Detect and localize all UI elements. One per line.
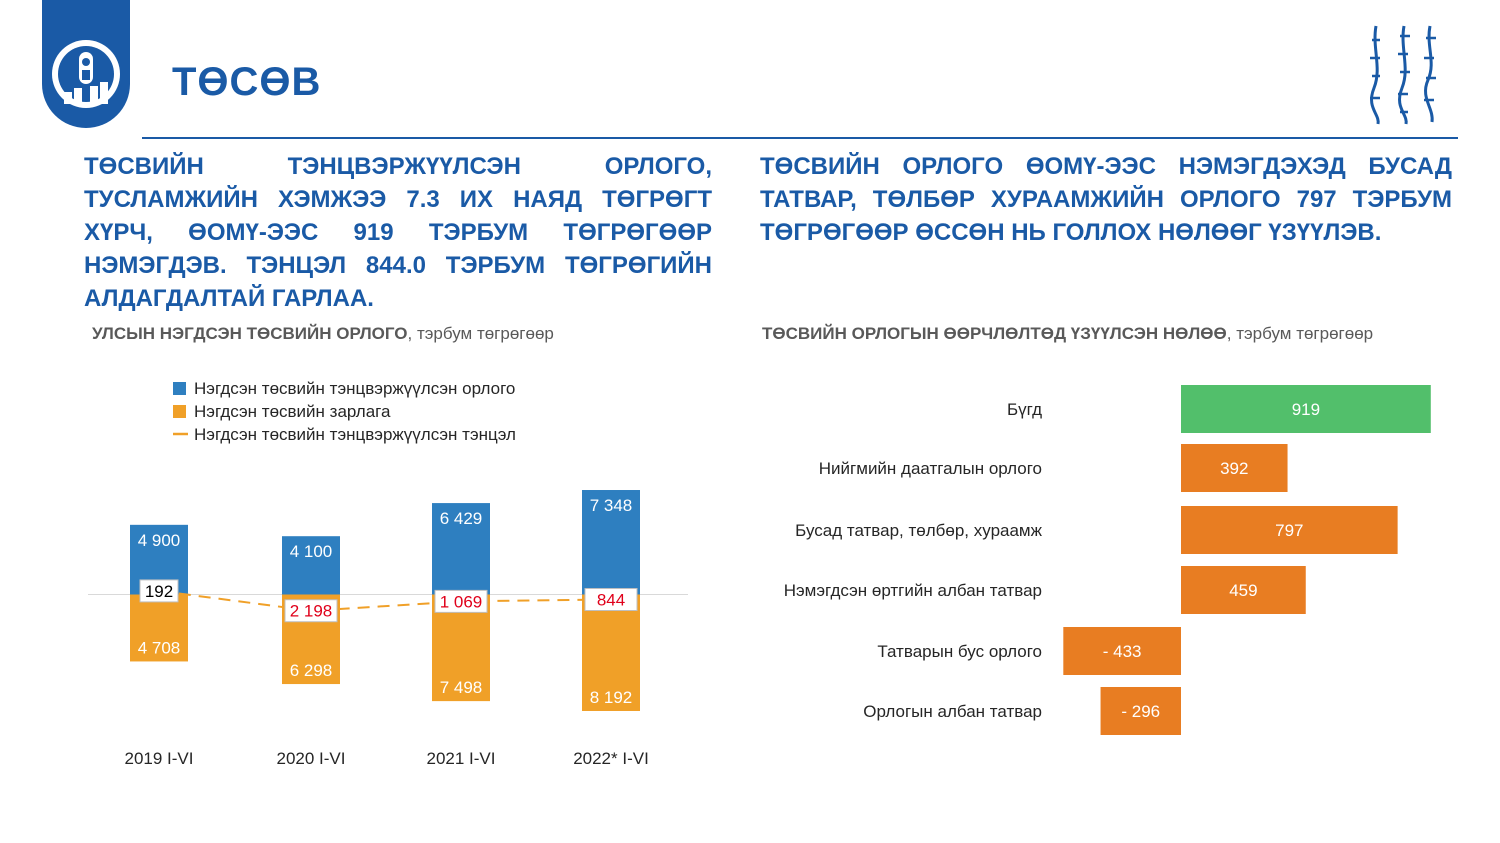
impact-value-label: - 296 [1121,702,1160,721]
balance-line [158,589,612,612]
revenue-value-label: 4 900 [138,531,181,550]
balance-label-box [434,589,488,613]
legend-label: Нэгдсэн төсвийн зарлага [194,402,391,421]
left-chart-title-unit: , тэрбум төгрөгөөр [407,324,554,343]
expense-bar [582,594,640,711]
revenue-bar [432,503,490,595]
impact-value-label: 392 [1220,459,1248,478]
left-chart-title-main: УЛСЫН НЭГДСЭН ТӨСВИЙН ОРЛОГО [92,324,408,343]
expense-value-label: 8 192 [590,688,633,707]
x-tick-label: 2022* I-VI [573,749,649,768]
impact-bar [1100,687,1181,735]
impact-bar [1063,627,1181,675]
right-chart-title-unit: , тэрбум төгрөгөөр [1226,324,1374,343]
balance-label-box [284,599,338,623]
revenue-bar [582,490,640,595]
balance-value-label: 1 069 [440,592,483,611]
chart-legend: Нэгдсэн төсвийн тэнцвэржүүлсэн орлого Нэг… [173,379,516,444]
legend-swatch [173,382,186,395]
balance-label-box [584,588,638,612]
header-divider [142,137,1458,139]
impact-value-label: - 433 [1103,642,1142,661]
impact-value-label: 919 [1292,400,1320,419]
revenue-bar [282,536,340,595]
x-tick-label: 2019 I-VI [125,749,194,768]
category-label: Нэмэгдсэн өртгийн албан татвар [784,581,1042,600]
category-label: Орлогын албан татвар [863,702,1042,721]
budget-revenue-chart: Нэгдсэн төсвийн тэнцвэржүүлсэн орлого Нэг… [88,379,688,768]
impact-value-label: 797 [1275,521,1303,540]
revenue-value-label: 6 429 [440,509,483,528]
impact-bar [1181,566,1306,614]
balance-value-label: 192 [145,582,173,601]
revenue-value-label: 7 348 [590,496,633,515]
expense-value-label: 7 498 [440,678,483,697]
government-logo [42,0,130,128]
balance-label-box [139,579,179,603]
mongolian-script-emblem [1360,18,1450,133]
headline-left: ТӨСВИЙН ТЭНЦВЭРЖҮҮЛСЭН ОРЛОГО, ТУСЛАМЖИЙ… [84,153,712,312]
legend-label: Нэгдсэн төсвийн тэнцвэржүүлсэн орлого [194,379,515,398]
impact-bar [1181,444,1288,492]
impact-value-label: 459 [1229,581,1257,600]
left-chart-title: УЛСЫН НЭГДСЭН ТӨСВИЙН ОРЛОГО, тэрбум төг… [92,322,712,346]
right-chart-title: ТӨСВИЙН ОРЛОГЫН ӨӨРЧЛӨЛТӨД ҮЗҮҮЛСЭН НӨЛӨ… [762,322,1382,346]
category-label: Нийгмийн даатгалын орлого [819,459,1042,478]
balance-value-label: 844 [597,591,625,610]
x-tick-label: 2020 I-VI [277,749,346,768]
impact-bar [1181,506,1398,554]
balance-value-label: 2 198 [290,602,333,621]
revenue-impact-chart: Бүгд Нийгмийн даатгалын орлого Бусад татва… [784,385,1431,735]
category-label: Бусад татвар, төлбөр, хураамж [795,521,1042,540]
right-chart-title-main: ТӨСВИЙН ОРЛОГЫН ӨӨРЧЛӨЛТӨД ҮЗҮҮЛСЭН НӨЛӨ… [762,324,1227,343]
page-title: ТӨСӨВ [172,60,322,104]
category-label: Татварын бус орлого [877,642,1042,661]
legend-swatch [173,405,186,418]
impact-bar [1181,385,1431,433]
x-tick-label: 2021 I-VI [427,749,496,768]
expense-value-label: 6 298 [290,661,333,680]
category-label: Бүгд [1007,400,1042,419]
legend-label: Нэгдсэн төсвийн тэнцвэржүүлсэн тэнцэл [194,425,516,444]
expense-bar [130,594,188,662]
revenue-value-label: 4 100 [290,542,333,561]
headline-right: ТӨСВИЙН ОРЛОГО ӨОМҮ-ЭЭС НЭМЭГДЭХЭД БУСАД… [760,153,1452,246]
expense-value-label: 4 708 [138,638,181,657]
